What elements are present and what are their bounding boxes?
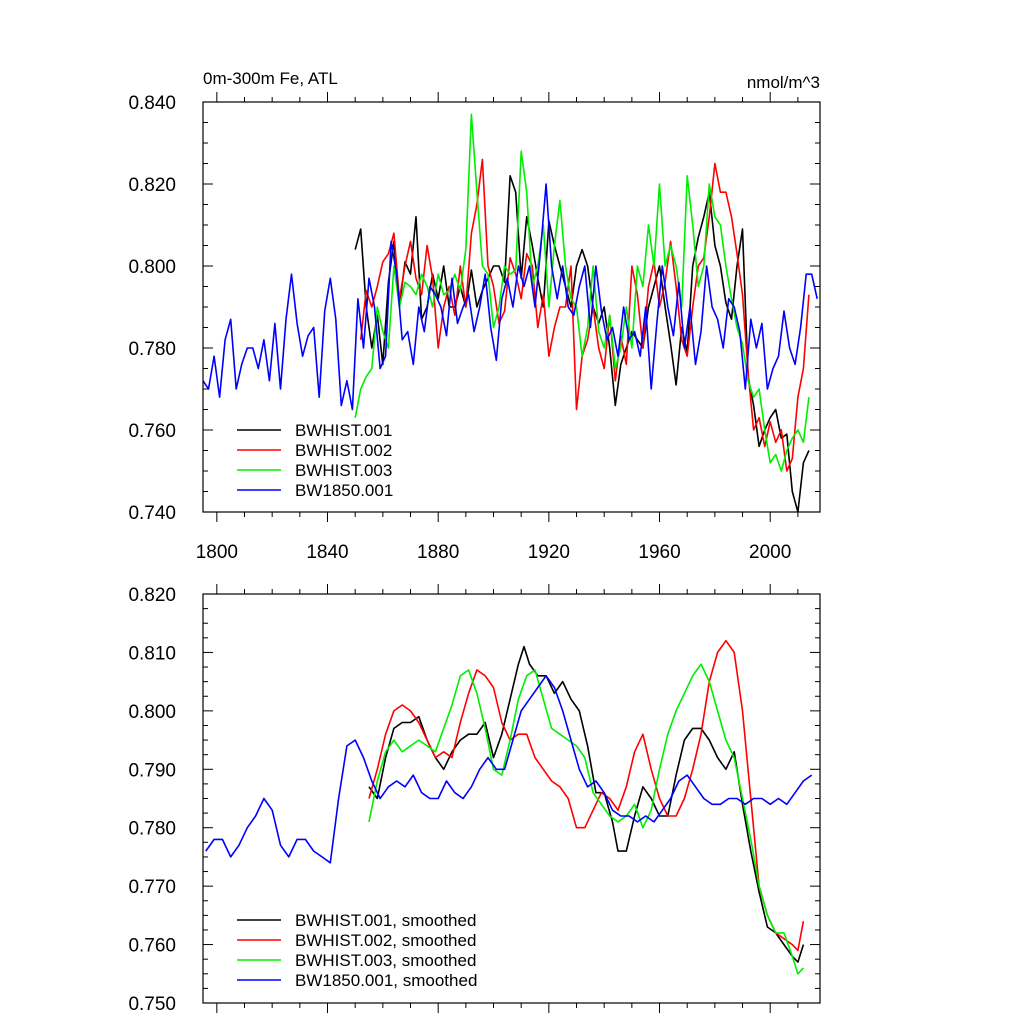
y-tick-label: 0.810 [128, 643, 176, 664]
legend-label-0: BWHIST.001, smoothed [295, 911, 476, 930]
legend-label-2: BWHIST.003, smoothed [295, 951, 476, 970]
y-tick-label: 0.780 [128, 339, 176, 360]
chart-title: 0m-300m Fe, ATL [203, 69, 338, 88]
y-tick-label: 0.760 [128, 421, 176, 442]
bottom-panel: 0.750 0.760 0.770 0.780 0.790 0.800 0.810 0.820… [128, 584, 821, 1015]
legend-label-3: BW1850.001, smoothed [295, 971, 477, 990]
y-tick-label: 0.760 [128, 936, 176, 957]
series-line-1 [368, 639, 805, 952]
x-tick-label: 1920 [528, 542, 570, 563]
x-tick-label: 1880 [417, 542, 459, 563]
series-group [205, 639, 813, 975]
y-tick-label: 0.780 [128, 819, 176, 840]
y-tick-label: 0.800 [128, 702, 176, 723]
x-tick-label: 1840 [306, 542, 348, 563]
y-tick-label: 0.750 [128, 994, 176, 1015]
series-line-1 [359, 158, 810, 472]
series-line-3 [205, 674, 813, 864]
x-tick-label: 1800 [196, 542, 238, 563]
series-line-3 [203, 183, 818, 411]
legend-label-1: BWHIST.002 [295, 441, 392, 460]
y-tick-label: 0.820 [128, 175, 176, 196]
series-group [203, 113, 818, 512]
x-tick-label: 1960 [638, 542, 680, 563]
y-tick-label: 0.740 [128, 503, 176, 524]
y-tick-label: 0.790 [128, 760, 176, 781]
series-line-2 [368, 663, 804, 975]
series-line-0 [368, 645, 805, 963]
series-line-2 [354, 113, 810, 472]
legend-label-0: BWHIST.001 [295, 421, 392, 440]
y-tick-label: 0.800 [128, 257, 176, 278]
x-tick-label: 2000 [749, 542, 791, 563]
y-tick-label: 0.820 [128, 585, 176, 606]
top-panel: 0.740 0.760 0.780 0.800 0.820 0.840 1800 1840 18… [128, 69, 821, 563]
y-tick-label: 0.840 [128, 93, 176, 114]
legend-label-1: BWHIST.002, smoothed [295, 931, 476, 950]
y-tick-label: 0.770 [128, 877, 176, 898]
series-line-0 [354, 175, 810, 512]
legend-label-3: BW1850.001 [295, 481, 393, 500]
legend-label-2: BWHIST.003 [295, 461, 392, 480]
units-label: nmol/m^3 [747, 73, 820, 92]
